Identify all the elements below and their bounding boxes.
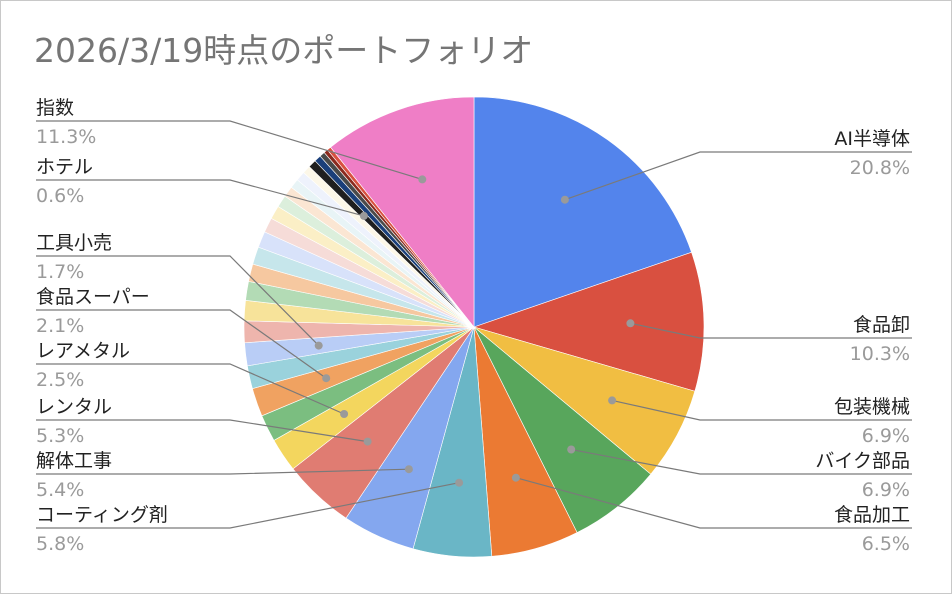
slice-label-name-6: 解体工事 [36, 450, 112, 472]
slice-label-pct-10: 2.1% [36, 315, 84, 337]
chart-title: 2026/3/19時点のポートフォリオ [34, 31, 533, 70]
leader-line-8 [36, 363, 345, 415]
slice-label-pct-5: 5.8% [36, 533, 84, 555]
pie-slices [243, 96, 705, 558]
slice-label-pct-6: 5.4% [36, 479, 84, 501]
leader-dot-4 [511, 473, 520, 482]
leader-dot-31 [418, 175, 427, 184]
leader-dot-5 [455, 478, 464, 487]
leader-line-10 [36, 309, 327, 379]
leader-dot-3 [567, 445, 576, 454]
leader-dot-26 [359, 211, 368, 220]
pie-slice-1 [473, 251, 705, 392]
leader-line-0 [564, 151, 912, 201]
leader-line-3 [571, 448, 912, 475]
leader-line-2 [611, 399, 912, 421]
slice-label-pct-3: 6.9% [862, 479, 910, 501]
slice-label-name-31: 指数 [36, 97, 74, 119]
slice-label-pct-8: 2.5% [36, 369, 84, 391]
slice-label-pct-0: 20.8% [850, 157, 910, 179]
leader-dot-8 [340, 410, 349, 418]
leader-dot-7 [363, 437, 372, 446]
slice-label-name-1: 食品卸 [853, 314, 910, 336]
slice-label-name-10: 食品スーパー [36, 286, 150, 308]
leader-dot-12 [314, 341, 323, 350]
slice-label-name-4: 食品加工 [834, 504, 910, 526]
slice-label-name-12: 工具小売 [36, 232, 112, 254]
slice-label-name-2: 包装機械 [834, 396, 910, 418]
leader-dot-2 [608, 396, 617, 405]
leader-line-6 [36, 468, 409, 475]
pie-slice-31 [330, 96, 475, 328]
slice-label-pct-7: 5.3% [36, 425, 84, 447]
slice-label-name-26: ホテル [36, 156, 93, 178]
slice-label-pct-12: 1.7% [36, 261, 84, 283]
leader-line-7 [36, 419, 368, 443]
leader-dot-0 [560, 195, 569, 204]
slice-label-pct-1: 10.3% [850, 343, 910, 365]
slice-label-pct-4: 6.5% [862, 533, 910, 555]
slice-label-pct-26: 0.6% [36, 185, 84, 207]
pie-slice-0 [473, 96, 692, 328]
slice-label-name-7: レンタル [36, 396, 112, 418]
slice-label-name-3: バイク部品 [815, 450, 910, 472]
leader-line-1 [630, 322, 912, 339]
leader-line-4 [515, 477, 912, 529]
leader-line-12 [36, 255, 320, 347]
leader-line-5 [36, 482, 460, 529]
slice-label-pct-2: 6.9% [862, 425, 910, 447]
leader-dot-10 [322, 374, 331, 383]
leader-line-31 [36, 120, 423, 180]
slice-label-name-8: レアメタル [36, 340, 130, 362]
leader-line-26 [36, 179, 365, 217]
pie-labels: AI半導体 20.8% 食品卸 10.3% 包装機械 6.9% バイク部品 6.9% 食品加工 6… [36, 97, 912, 555]
leader-dot-6 [404, 465, 413, 474]
leader-dot-1 [626, 319, 635, 328]
slice-label-name-5: コーティング剤 [36, 504, 168, 526]
slice-label-name-0: AI半導体 [834, 128, 910, 150]
slice-label-pct-31: 11.3% [36, 126, 96, 148]
